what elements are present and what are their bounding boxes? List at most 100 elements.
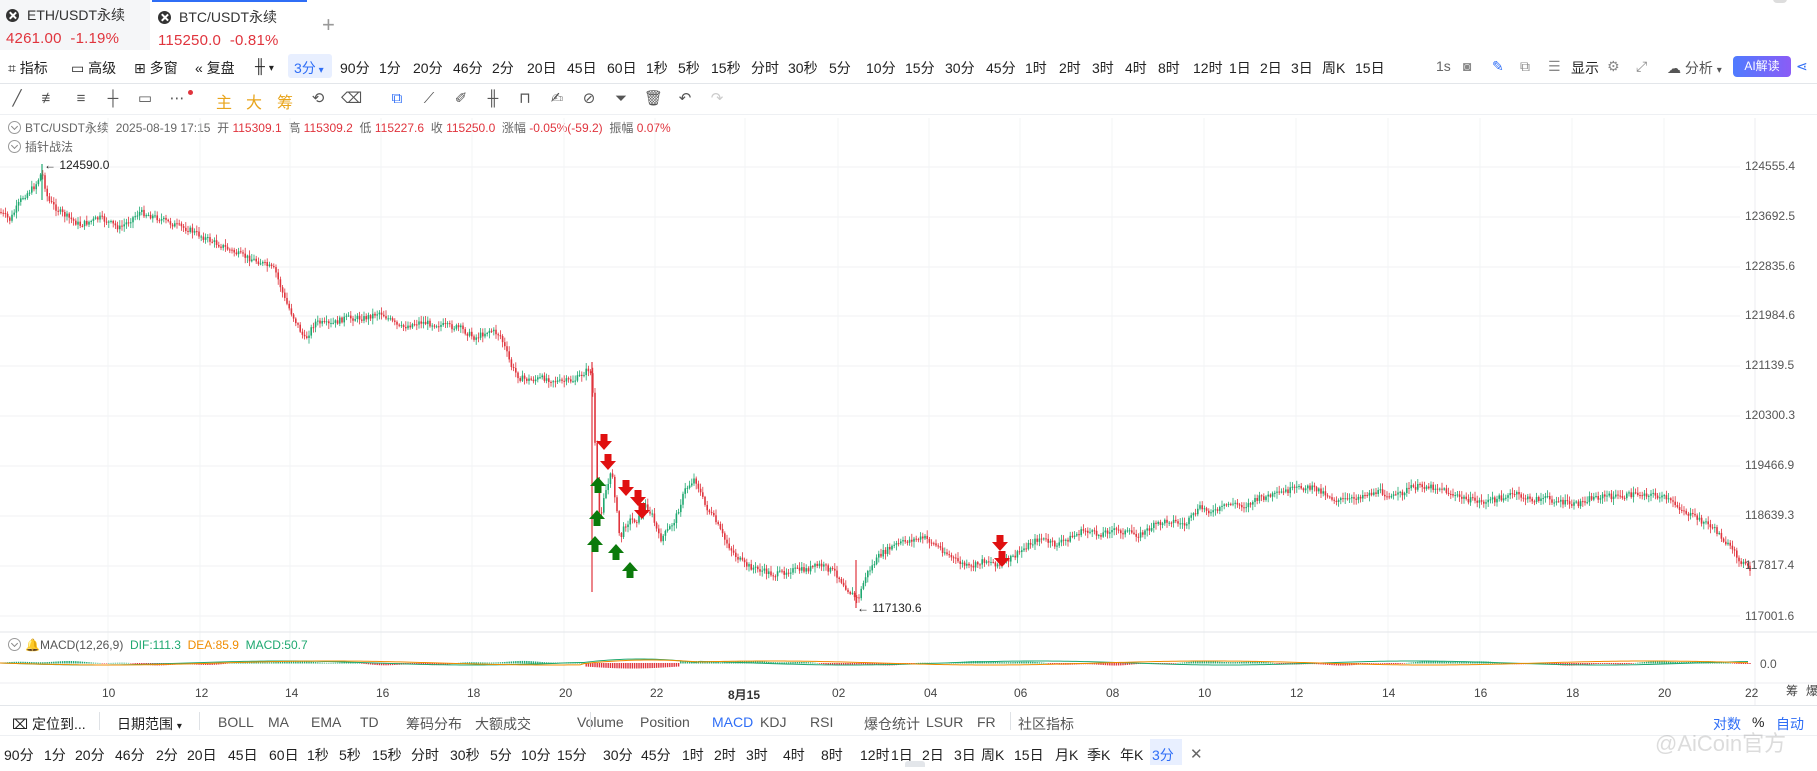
- trash-icon[interactable]: 🗑: [644, 90, 664, 107]
- timeframe-25[interactable]: 2日: [922, 747, 944, 763]
- timeframe-9[interactable]: 5秒: [339, 747, 361, 763]
- collapse-icon[interactable]: [8, 121, 21, 134]
- interval-10分[interactable]: 10分: [866, 60, 896, 76]
- bars-icon[interactable]: ╫: [487, 90, 499, 107]
- timeframe-16[interactable]: 30分: [603, 747, 633, 763]
- horizontal-line-icon[interactable]: ┼: [107, 90, 119, 107]
- indicator-7[interactable]: Position: [640, 714, 690, 730]
- fullscreen-icon[interactable]: ⤢: [1636, 58, 1648, 74]
- collapse-icon[interactable]: [8, 140, 21, 153]
- ai-button[interactable]: AI解读: [1733, 56, 1791, 77]
- link-icon[interactable]: ⊘: [582, 90, 596, 107]
- timeframe-8[interactable]: 1秒: [307, 747, 329, 763]
- main-toggle[interactable]: 主: [216, 95, 233, 112]
- list-icon[interactable]: ☰: [1548, 58, 1561, 74]
- timeframe-13[interactable]: 5分: [490, 747, 512, 763]
- interval-45日[interactable]: 45日: [567, 60, 597, 76]
- analysis-button[interactable]: ☁ 分析 ▾: [1667, 58, 1722, 78]
- interval-30分[interactable]: 30分: [945, 60, 975, 76]
- interval-1秒[interactable]: 1秒: [646, 60, 668, 76]
- locate-button[interactable]: ⌧ 定位到...: [12, 714, 86, 734]
- indicator-8[interactable]: MACD: [712, 714, 754, 730]
- interval-5秒[interactable]: 5秒: [678, 60, 700, 76]
- timeframe-7[interactable]: 60日: [269, 747, 299, 763]
- interval-30秒[interactable]: 30秒: [788, 60, 818, 76]
- settings-icon[interactable]: ⚙: [1607, 58, 1620, 74]
- close-icon[interactable]: ✕: [1190, 746, 1203, 763]
- share-icon[interactable]: ⋖: [1796, 58, 1808, 74]
- big-toggle[interactable]: 大: [246, 95, 263, 112]
- interval-1时[interactable]: 1时: [1025, 60, 1047, 76]
- add-tab-icon[interactable]: +: [322, 12, 335, 37]
- copy-icon[interactable]: ⧉: [391, 90, 403, 107]
- timeframe-2[interactable]: 20分: [75, 747, 105, 763]
- brush-icon[interactable]: ✐: [454, 90, 468, 107]
- interval-4时[interactable]: 4时: [1125, 60, 1147, 76]
- interval-20分[interactable]: 20分: [413, 60, 443, 76]
- interval-15秒[interactable]: 15秒: [711, 60, 741, 76]
- chip-toggle[interactable]: 筹: [277, 95, 294, 112]
- timeframe-15[interactable]: 15分: [557, 747, 587, 763]
- timeframe-11[interactable]: 分时: [411, 747, 439, 763]
- indicator-9[interactable]: KDJ: [760, 714, 787, 730]
- timeframe-12[interactable]: 30秒: [450, 747, 480, 763]
- interval-2时[interactable]: 2时: [1059, 60, 1081, 76]
- interval-5分[interactable]: 5分: [829, 60, 851, 76]
- date-range-button[interactable]: 日期范围 ▾: [117, 714, 182, 734]
- lock-icon[interactable]: ⊓: [519, 90, 531, 107]
- indicator-12[interactable]: LSUR: [926, 714, 964, 730]
- timeframe-6[interactable]: 45日: [228, 747, 258, 763]
- interval-60日[interactable]: 60日: [607, 60, 637, 76]
- interval-2分[interactable]: 2分: [492, 60, 514, 76]
- timeframe-10[interactable]: 15秒: [372, 747, 402, 763]
- interval-1日[interactable]: 1日: [1229, 60, 1251, 76]
- indicator-13[interactable]: FR: [977, 714, 996, 730]
- interval-15分[interactable]: 15分: [905, 60, 935, 76]
- timeframe-29[interactable]: 月K: [1055, 747, 1079, 763]
- interval-15日[interactable]: 15日: [1355, 60, 1385, 76]
- interval-3时[interactable]: 3时: [1092, 60, 1114, 76]
- timeframe-20[interactable]: 3时: [746, 747, 768, 763]
- timeframe-23[interactable]: 12时: [860, 747, 890, 763]
- trend-line-icon[interactable]: ╱: [12, 90, 22, 107]
- log-toggle[interactable]: 对数: [1713, 716, 1741, 732]
- candle-type-button[interactable]: ╫ ▾: [255, 58, 274, 74]
- camera-icon[interactable]: ◙: [1463, 58, 1472, 74]
- interval-1分[interactable]: 1分: [379, 60, 401, 76]
- indicator-3[interactable]: TD: [360, 714, 379, 730]
- timeframe-4[interactable]: 2分: [156, 747, 178, 763]
- indicator-1[interactable]: MA: [268, 714, 289, 730]
- timeframe-14[interactable]: 10分: [521, 747, 551, 763]
- indicator-4[interactable]: 筹码分布: [406, 716, 462, 732]
- auto-toggle[interactable]: 自动: [1776, 716, 1804, 732]
- more-icon[interactable]: ⋯: [169, 90, 185, 107]
- rectangle-icon[interactable]: ▭: [137, 90, 153, 107]
- advanced-button[interactable]: ▭ 高级: [71, 58, 116, 78]
- interval-3日[interactable]: 3日: [1291, 60, 1313, 76]
- layout-icon[interactable]: ⧉: [1520, 58, 1530, 74]
- pen-icon[interactable]: ✎: [1492, 58, 1504, 74]
- interval-周K[interactable]: 周K: [1322, 60, 1346, 76]
- timeframe-17[interactable]: 45分: [641, 747, 671, 763]
- tab-eth[interactable]: ETH/USDT永续 4261.00 -1.19%: [0, 0, 150, 50]
- interval-8时[interactable]: 8时: [1158, 60, 1180, 76]
- indicator-2[interactable]: EMA: [311, 714, 342, 730]
- indicator-6[interactable]: Volume: [577, 714, 624, 730]
- timeframe-5[interactable]: 20日: [187, 747, 217, 763]
- eraser-icon[interactable]: ⌫: [341, 90, 363, 107]
- timeframe-27[interactable]: 周K: [981, 747, 1005, 763]
- indicators-button[interactable]: ⌗ 指标: [8, 58, 48, 78]
- timeframe-32[interactable]: 3分: [1152, 747, 1174, 763]
- interval-46分[interactable]: 46分: [453, 60, 483, 76]
- timeframe-30[interactable]: 季K: [1087, 747, 1111, 763]
- timeframe-3[interactable]: 46分: [115, 747, 145, 763]
- indicator-0[interactable]: BOLL: [218, 714, 254, 730]
- timeframe-1[interactable]: 1分: [44, 747, 66, 763]
- interval-分时[interactable]: 分时: [751, 60, 779, 76]
- note-icon[interactable]: ✍: [550, 90, 564, 107]
- timeframe-18[interactable]: 1时: [682, 747, 704, 763]
- percent-toggle[interactable]: %: [1752, 714, 1765, 730]
- timeframe-22[interactable]: 8时: [821, 747, 843, 763]
- side-label-chip[interactable]: 筹: [1786, 684, 1799, 698]
- side-label-liq[interactable]: 爆: [1806, 684, 1817, 698]
